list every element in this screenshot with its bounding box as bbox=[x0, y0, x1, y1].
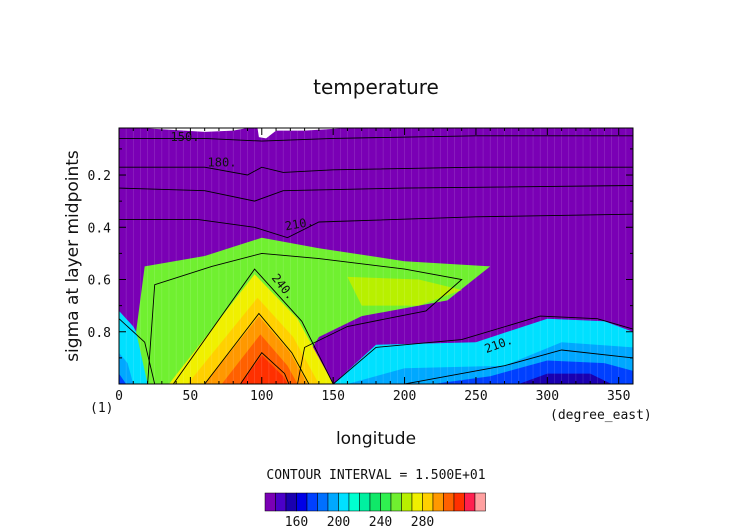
contour-interval-text: CONTOUR INTERVAL = 1.500E+01 bbox=[266, 468, 485, 483]
colorbar-swatch bbox=[275, 492, 287, 512]
colorbar-swatch bbox=[453, 492, 465, 512]
colorbar-swatch bbox=[296, 492, 308, 512]
fill-region bbox=[347, 276, 462, 306]
colorbar-swatch bbox=[464, 492, 476, 512]
contour-label: 180. bbox=[208, 155, 237, 169]
fill-region bbox=[119, 352, 134, 384]
colorbar-swatch bbox=[264, 492, 276, 512]
x-units: (degree_east) bbox=[550, 408, 652, 423]
colorbar-swatch bbox=[338, 492, 350, 512]
y-axis-ticks: 0.2 0.4 0.6 0.8 bbox=[88, 148, 633, 385]
contour-line bbox=[119, 135, 633, 142]
y-tick-label: 0.4 bbox=[88, 221, 112, 236]
fill-region bbox=[119, 373, 127, 384]
x-tick-label: 100 bbox=[250, 389, 273, 404]
colorbar bbox=[264, 492, 486, 512]
contour-line bbox=[147, 252, 463, 384]
contour-line bbox=[240, 352, 290, 384]
x-axis-label: longitude bbox=[336, 429, 416, 449]
colorbar-tick-label: 200 bbox=[327, 515, 350, 530]
plot-area bbox=[119, 128, 633, 384]
colorbar-swatch bbox=[359, 492, 371, 512]
y-axis-label: sigma at layer midpoints bbox=[63, 150, 83, 362]
contour-line bbox=[119, 185, 633, 202]
x-tick-label: 250 bbox=[464, 389, 487, 404]
colorbar-tick-label: 160 bbox=[285, 515, 308, 530]
contour-line bbox=[119, 166, 633, 176]
colorbar-swatch bbox=[422, 492, 434, 512]
colorbar-swatch bbox=[432, 492, 444, 512]
contour-line bbox=[119, 213, 633, 239]
fill-region bbox=[518, 373, 612, 384]
colorbar-swatch bbox=[390, 492, 402, 512]
x-tick-label: 300 bbox=[536, 389, 559, 404]
x-tick-label: 0 bbox=[115, 389, 123, 404]
white-patch bbox=[140, 128, 248, 132]
panel-label: (1) bbox=[90, 401, 113, 416]
contour-line bbox=[404, 349, 633, 384]
y-tick-label: 0.6 bbox=[88, 274, 111, 289]
x-tick-label: 200 bbox=[393, 389, 416, 404]
contour-line bbox=[204, 312, 310, 384]
white-patch bbox=[257, 128, 348, 139]
x-tick-label: 150 bbox=[321, 389, 344, 404]
fill-region bbox=[240, 355, 288, 384]
x-tick-label: 350 bbox=[607, 389, 630, 404]
colorbar-swatch bbox=[285, 492, 297, 512]
contour-label: 150. bbox=[171, 130, 200, 144]
x-axis-ticks: 0 50 100 150 200 250 300 350 bbox=[115, 128, 630, 404]
colorbar-swatch bbox=[401, 492, 413, 512]
colorbar-swatch bbox=[369, 492, 381, 512]
chart-title: temperature bbox=[313, 75, 439, 99]
colorbar-swatch bbox=[348, 492, 360, 512]
colorbar-tick-label: 240 bbox=[369, 515, 392, 530]
colorbar-swatch bbox=[306, 492, 318, 512]
colorbar-swatch bbox=[317, 492, 329, 512]
contour-line bbox=[119, 318, 156, 384]
contour-lines bbox=[119, 135, 633, 384]
colorbar-tick-labels: 160 200 240 280 bbox=[285, 515, 434, 530]
colorbar-swatch bbox=[411, 492, 423, 512]
colorbar-swatch bbox=[380, 492, 392, 512]
colorbar-tick-label: 280 bbox=[411, 515, 434, 530]
colorbar-swatch bbox=[443, 492, 455, 512]
contour-line bbox=[332, 315, 633, 384]
contour-line bbox=[172, 268, 334, 384]
fill-regions bbox=[119, 237, 633, 384]
y-tick-label: 0.2 bbox=[88, 169, 111, 184]
y-tick-label: 0.8 bbox=[88, 326, 111, 341]
contour-label: 210. bbox=[284, 214, 315, 233]
colorbar-swatch bbox=[474, 492, 486, 512]
colorbar-swatch bbox=[327, 492, 339, 512]
x-tick-label: 50 bbox=[183, 389, 199, 404]
